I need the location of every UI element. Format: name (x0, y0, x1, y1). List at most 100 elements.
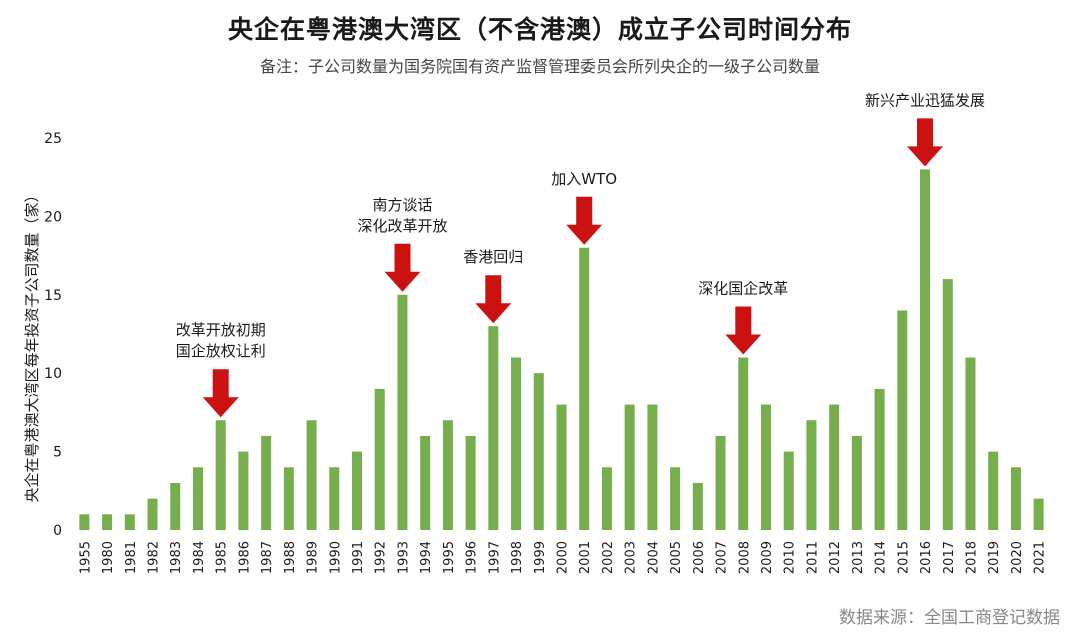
bar-1987 (261, 435, 272, 530)
bar-2014 (874, 388, 885, 530)
x-tick-label: 2014 (874, 541, 889, 574)
x-tick-label: 1990 (328, 541, 343, 574)
x-tick-label: 1986 (237, 541, 252, 574)
bar-1994 (420, 435, 431, 530)
x-tick-label: 2009 (760, 541, 775, 574)
x-tick-label: 1991 (351, 541, 366, 574)
bar-1983 (170, 482, 181, 530)
x-tick-label: 1988 (283, 541, 298, 574)
x-tick-label: 2013 (851, 541, 866, 574)
x-tick-label: 1987 (260, 541, 275, 574)
x-tick-label: 2012 (828, 541, 843, 574)
annotation-text-1985: 国企放权让利 (176, 342, 266, 360)
bar-1999 (533, 373, 544, 530)
x-tick-label: 2011 (805, 541, 820, 574)
x-tick-label: 1996 (465, 541, 480, 574)
x-tick-label: 1995 (442, 541, 457, 574)
bar-2015 (897, 310, 908, 530)
x-tick-label: 2017 (942, 541, 957, 574)
bar-1980 (102, 514, 113, 530)
bar-1986 (238, 451, 249, 530)
bar-1995 (442, 420, 453, 530)
bar-2005 (670, 467, 681, 530)
bar-2020 (1010, 467, 1021, 530)
annotation-text-2016: 新兴产业迅猛发展 (865, 91, 985, 109)
annotation-text-1993: 深化改革开放 (357, 217, 447, 235)
x-tick-label: 1984 (192, 541, 207, 574)
x-tick-label: 1985 (215, 541, 230, 574)
annotation-text-1993: 南方谈话 (372, 196, 432, 214)
bar-2019 (988, 451, 999, 530)
annotation-arrow-1997 (475, 275, 512, 324)
bar-1955 (79, 514, 90, 530)
annotation-text-2008: 深化国企改革 (698, 280, 788, 298)
x-tick-label: 1982 (147, 541, 162, 574)
bar-2010 (783, 451, 794, 530)
annotation-text-1997: 香港回归 (463, 248, 523, 266)
bar-2004 (647, 404, 658, 530)
x-tick-label: 2000 (556, 541, 571, 574)
y-axis-title-group: 央企在粤港澳大湾区每年投资子公司数量（家） (23, 187, 41, 502)
x-tick-label: 2008 (737, 541, 752, 574)
bar-1991 (352, 451, 363, 530)
x-tick-label: 2020 (1010, 541, 1025, 574)
bar-2012 (829, 404, 840, 530)
bar-1997 (488, 326, 499, 530)
x-tick-label: 2021 (1033, 541, 1048, 574)
annotation-arrow-2008 (725, 306, 762, 355)
x-tick-label: 2007 (715, 541, 730, 574)
y-tick-label: 25 (44, 131, 62, 147)
source-note: 数据来源：全国工商登记数据 (839, 608, 1060, 628)
bar-2008 (738, 357, 749, 530)
y-tick-label: 0 (53, 523, 62, 539)
bar-2011 (806, 420, 817, 530)
bar-1990 (329, 467, 340, 530)
x-tick-label: 2006 (692, 541, 707, 574)
x-tick-label: 2003 (624, 541, 639, 574)
bar-1989 (306, 420, 317, 530)
bar-1985 (215, 420, 226, 530)
y-tick-label: 10 (44, 366, 62, 382)
bar-1981 (124, 514, 135, 530)
x-tick-label: 2016 (919, 541, 934, 574)
annotation-arrow-1993 (384, 243, 421, 292)
bar-1988 (283, 467, 294, 530)
y-tick-label: 15 (44, 288, 62, 304)
x-tick-label: 1955 (78, 541, 93, 574)
bar-2002 (601, 467, 612, 530)
x-tick-label: 1997 (487, 541, 502, 574)
x-tick-label: 2019 (987, 541, 1002, 574)
bar-2003 (624, 404, 635, 530)
x-tick-label: 2010 (783, 541, 798, 574)
bar-1984 (192, 467, 203, 530)
bar-2021 (1033, 498, 1044, 530)
x-axis-ticks: 1955 1980 1981 1982 1983 1984 1985 1986 1987 1988… (78, 541, 1047, 574)
bar-2000 (556, 404, 567, 530)
x-tick-label: 1989 (306, 541, 321, 574)
x-tick-label: 1983 (169, 541, 184, 574)
annotation-text-1985: 改革开放初期 (176, 321, 266, 339)
bar-1992 (374, 388, 385, 530)
x-tick-label: 2002 (601, 541, 616, 574)
annotation-arrow-1985 (202, 369, 239, 418)
x-tick-label: 2004 (646, 541, 661, 574)
x-tick-label: 2001 (578, 541, 593, 574)
annotation-text-2001: 加入WTO (551, 170, 617, 188)
chart-subtitle: 备注：子公司数量为国务院国有资产监督管理委员会所列央企的一级子公司数量 (259, 57, 820, 76)
bar-2007 (715, 435, 726, 530)
x-tick-label: 2015 (896, 541, 911, 574)
bar-2009 (760, 404, 771, 530)
bar-2006 (692, 482, 703, 530)
y-axis-ticks: 0 5 10 15 20 25 (44, 131, 62, 539)
annotation-arrow-2016 (907, 118, 943, 167)
bar-1996 (465, 435, 476, 530)
annotation-arrow-2001 (566, 196, 603, 245)
y-tick-label: 5 (53, 445, 62, 461)
bar-1982 (147, 498, 158, 530)
bar-2016 (920, 169, 931, 531)
y-tick-label: 20 (44, 209, 62, 225)
bar-1993 (397, 294, 408, 530)
x-tick-label: 1994 (419, 541, 434, 574)
